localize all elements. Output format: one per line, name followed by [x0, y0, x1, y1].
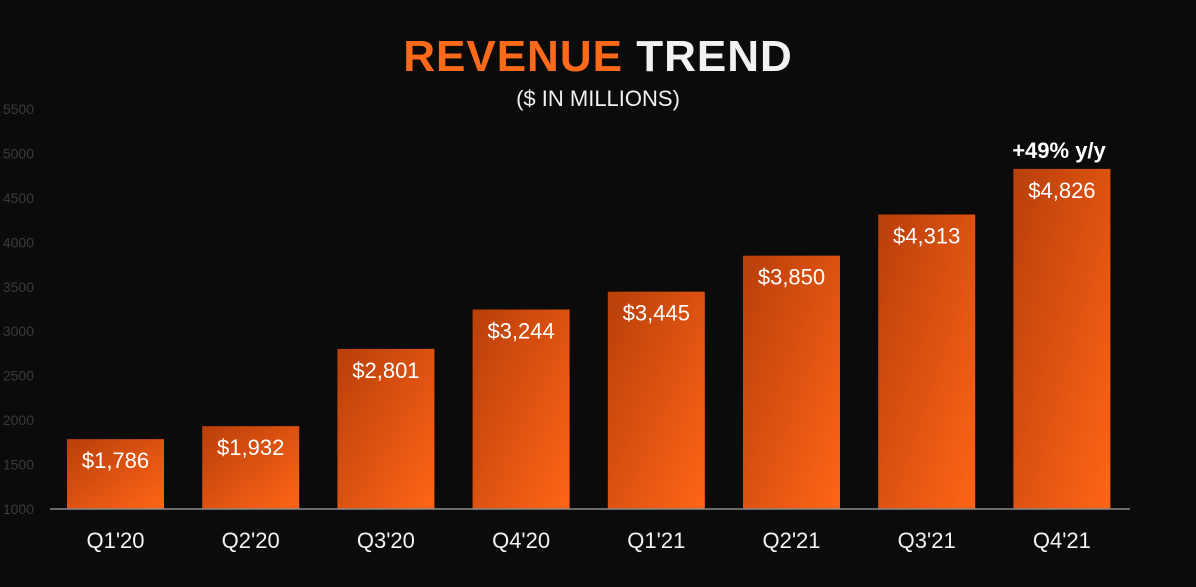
bar: [202, 426, 300, 509]
bar: [472, 309, 570, 509]
y-tick-label: 4000: [3, 234, 34, 250]
bar: [743, 255, 840, 509]
y-tick-label: 1000: [3, 501, 34, 517]
data-label: $4,313: [893, 224, 960, 249]
y-tick-label: 5500: [3, 101, 34, 117]
x-tick-label: Q3'20: [357, 528, 415, 553]
title-accent-word: REVENUE: [403, 32, 623, 81]
y-tick-label: 3500: [3, 279, 34, 295]
bar: [878, 214, 976, 509]
x-tick-label: Q2'21: [762, 528, 820, 553]
y-tick-label: 2500: [3, 368, 34, 384]
x-tick-label: Q1'21: [627, 528, 685, 553]
bar: [607, 291, 705, 509]
bar: [337, 348, 435, 509]
title-word: TREND: [636, 32, 793, 81]
bar: [1013, 168, 1111, 509]
y-tick-label: 4500: [3, 190, 34, 206]
y-tick-label: 5000: [3, 145, 34, 161]
x-tick-label: Q2'20: [222, 528, 280, 553]
y-tick-label: 1500: [3, 457, 34, 473]
x-tick-label: Q4'20: [492, 528, 550, 553]
chart-subtitle: ($ IN MILLIONS): [516, 86, 680, 111]
x-tick-label: Q3'21: [898, 528, 956, 553]
data-label: $1,932: [217, 435, 284, 460]
growth-annotation: +49% y/y: [1012, 138, 1106, 163]
data-label: $2,801: [352, 358, 419, 383]
x-tick-label: Q1'20: [86, 528, 144, 553]
data-label: $1,786: [82, 448, 149, 473]
data-label: $3,244: [487, 319, 554, 344]
chart-title: REVENUE TREND: [0, 32, 1196, 82]
y-tick-label: 3000: [3, 323, 34, 339]
x-tick-label: Q4'21: [1033, 528, 1091, 553]
data-label: $3,850: [758, 265, 825, 290]
data-label: $4,826: [1028, 178, 1095, 203]
y-tick-label: 2000: [3, 412, 34, 428]
bar: [67, 439, 164, 509]
data-label: $3,445: [623, 301, 690, 326]
